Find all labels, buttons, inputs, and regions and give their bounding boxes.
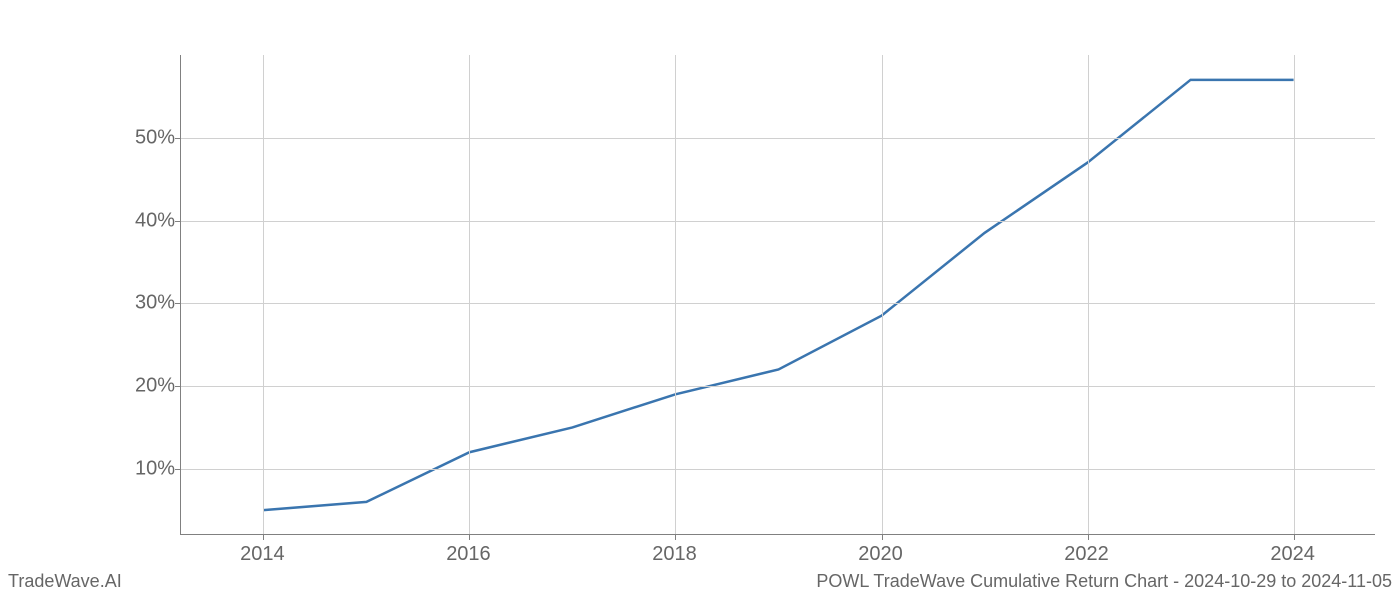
x-tick-label: 2016 [446, 543, 491, 566]
grid-line-vertical [1088, 55, 1089, 534]
chart-plot-area [180, 55, 1375, 535]
grid-line-vertical [675, 55, 676, 534]
plot-border [180, 55, 1375, 535]
data-series-line [263, 80, 1293, 510]
y-tick-mark [175, 221, 181, 222]
grid-line-vertical [469, 55, 470, 534]
x-tick-mark [263, 534, 264, 540]
footer-brand: TradeWave.AI [8, 571, 122, 592]
grid-line-horizontal [181, 386, 1375, 387]
grid-line-vertical [263, 55, 264, 534]
x-tick-mark [1088, 534, 1089, 540]
grid-line-horizontal [181, 221, 1375, 222]
y-tick-label: 50% [135, 126, 175, 149]
grid-line-vertical [1294, 55, 1295, 534]
x-tick-label: 2014 [240, 543, 285, 566]
y-tick-label: 10% [135, 457, 175, 480]
x-tick-mark [469, 534, 470, 540]
y-tick-mark [175, 469, 181, 470]
grid-line-vertical [882, 55, 883, 534]
y-tick-label: 30% [135, 292, 175, 315]
grid-line-horizontal [181, 303, 1375, 304]
y-tick-mark [175, 138, 181, 139]
grid-line-horizontal [181, 469, 1375, 470]
x-tick-label: 2022 [1064, 543, 1109, 566]
x-tick-label: 2024 [1270, 543, 1315, 566]
y-tick-label: 40% [135, 209, 175, 232]
line-chart-svg [181, 55, 1375, 534]
y-tick-mark [175, 386, 181, 387]
x-tick-mark [882, 534, 883, 540]
x-tick-mark [675, 534, 676, 540]
y-tick-mark [175, 303, 181, 304]
x-tick-mark [1294, 534, 1295, 540]
x-tick-label: 2020 [858, 543, 903, 566]
grid-line-horizontal [181, 138, 1375, 139]
footer-caption: POWL TradeWave Cumulative Return Chart -… [816, 571, 1392, 592]
x-tick-label: 2018 [652, 543, 697, 566]
y-tick-label: 20% [135, 375, 175, 398]
